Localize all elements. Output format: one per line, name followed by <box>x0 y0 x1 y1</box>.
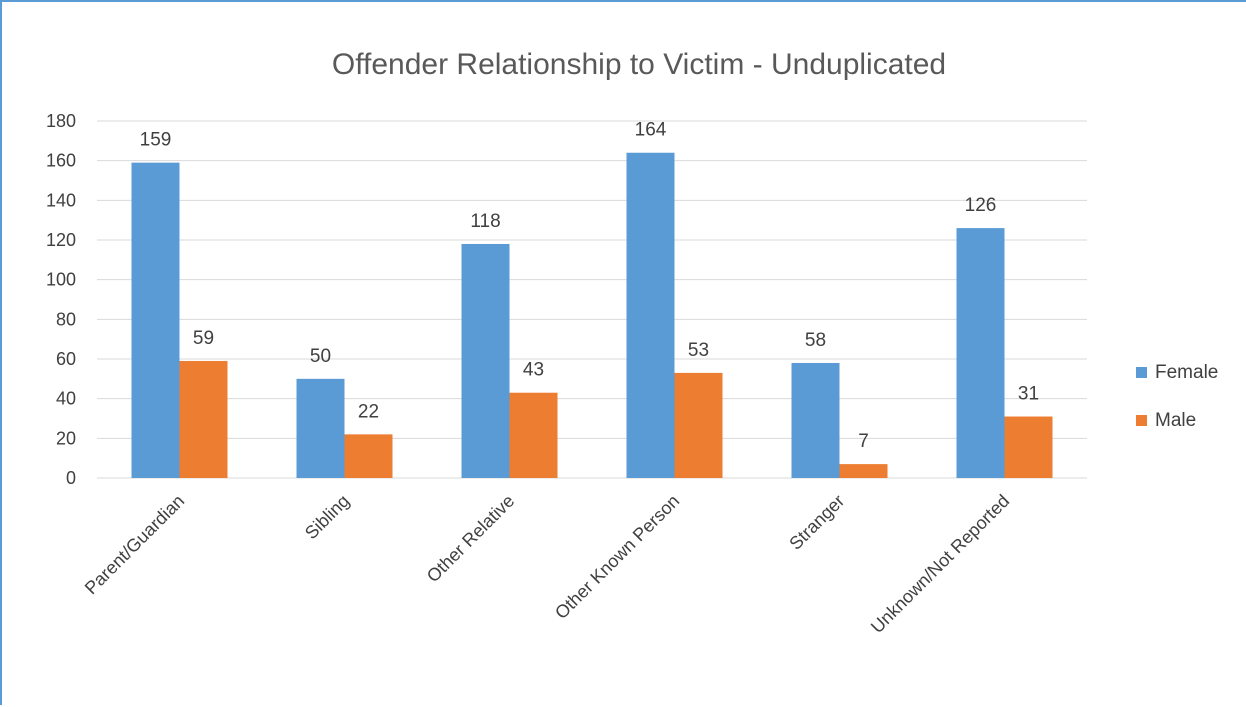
bar-female <box>297 379 345 478</box>
x-category-label: Parent/Guardian <box>81 491 189 599</box>
bar-male <box>510 393 558 478</box>
x-category-label: Sibling <box>301 491 353 543</box>
y-tick-label: 180 <box>46 111 76 131</box>
data-label: 126 <box>965 195 997 216</box>
bar-male <box>180 361 228 478</box>
bar-male <box>1005 417 1053 478</box>
y-tick-label: 140 <box>46 190 76 210</box>
bar-female <box>462 244 510 478</box>
data-label: 50 <box>310 346 331 367</box>
data-label: 58 <box>805 330 826 351</box>
bar-male <box>345 434 393 478</box>
gridlines <box>97 121 1087 478</box>
y-tick-label: 160 <box>46 151 76 171</box>
data-label: 43 <box>523 360 544 381</box>
data-label: 31 <box>1018 384 1039 405</box>
x-axis-categories: Parent/Guardian Sibling Other Relative Othe… <box>81 491 1014 637</box>
bar-male <box>675 373 723 478</box>
bar-female <box>627 153 675 478</box>
x-category-label: Other Relative <box>423 491 519 587</box>
bars <box>132 153 1053 478</box>
legend-label-female: Female <box>1155 362 1218 383</box>
y-tick-label: 120 <box>46 230 76 250</box>
x-category-label: Stranger <box>785 491 848 554</box>
legend-swatch-male <box>1136 415 1147 426</box>
bar-female <box>792 363 840 478</box>
data-label: 118 <box>470 211 500 232</box>
x-category-label: Unknown/Not Reported <box>867 491 1013 637</box>
y-tick-label: 20 <box>56 428 76 448</box>
y-tick-label: 100 <box>46 270 76 290</box>
data-label: 7 <box>858 431 869 452</box>
bar-female <box>957 228 1005 478</box>
data-label: 59 <box>193 328 214 349</box>
y-tick-label: 80 <box>56 309 76 329</box>
x-category-label: Other Known Person <box>551 491 683 623</box>
y-tick-label: 0 <box>66 468 76 488</box>
legend-label-male: Male <box>1155 410 1196 431</box>
bar-male <box>840 464 888 478</box>
data-label: 22 <box>358 401 379 422</box>
y-axis-ticks: 0 20 40 60 80 100 120 140 160 180 <box>46 111 76 488</box>
y-tick-label: 40 <box>56 389 76 409</box>
legend: Female Male <box>1136 362 1218 431</box>
legend-swatch-female <box>1136 367 1147 378</box>
data-label: 159 <box>140 130 172 151</box>
data-labels: 159 59 50 22 118 43 164 53 58 7 126 31 <box>140 120 1039 452</box>
data-label: 164 <box>635 120 667 141</box>
bar-female <box>132 163 180 478</box>
y-tick-label: 60 <box>56 349 76 369</box>
data-label: 53 <box>688 340 709 361</box>
chart-title: Offender Relationship to Victim - Undupl… <box>332 48 946 81</box>
